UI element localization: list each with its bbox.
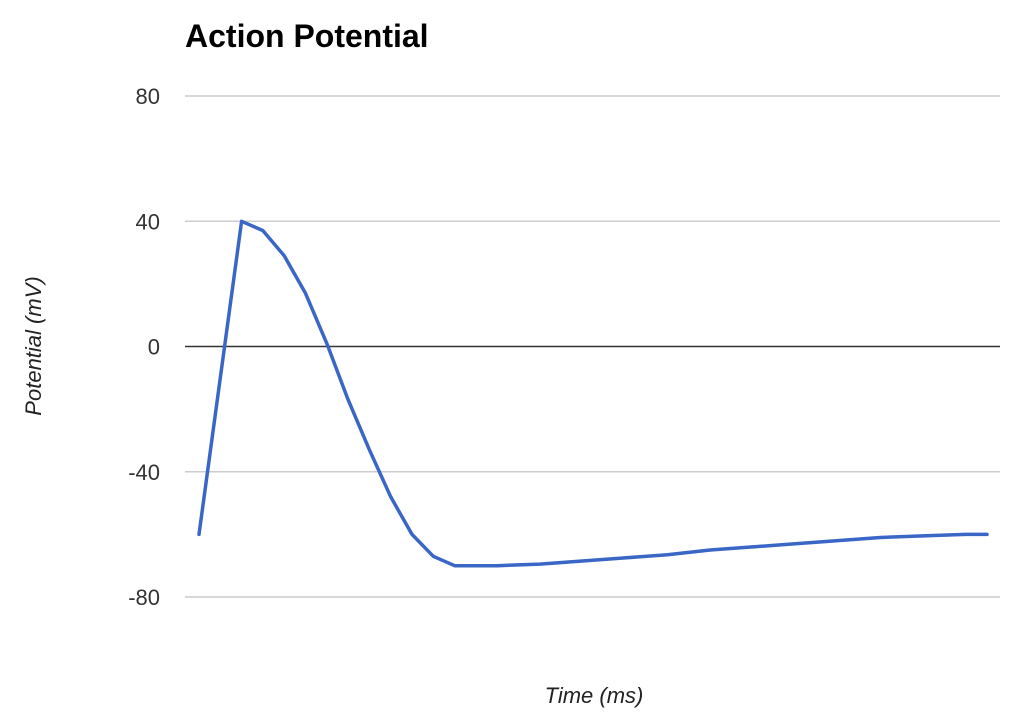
y-tick-label: 40 xyxy=(136,209,160,234)
y-axis-title: Potential (mV) xyxy=(21,276,46,415)
y-tick-label: 80 xyxy=(136,84,160,109)
chart-title: Action Potential xyxy=(185,18,429,54)
y-tick-label: -80 xyxy=(128,585,160,610)
series-line xyxy=(197,219,989,568)
y-tick-label: -40 xyxy=(128,460,160,485)
grid-lines xyxy=(185,95,1000,598)
y-tick-labels: 80 40 0 -40 -80 xyxy=(128,84,160,610)
series-lines xyxy=(197,219,989,568)
x-axis-title: Time (ms) xyxy=(545,683,644,708)
y-tick-label: 0 xyxy=(148,335,160,360)
